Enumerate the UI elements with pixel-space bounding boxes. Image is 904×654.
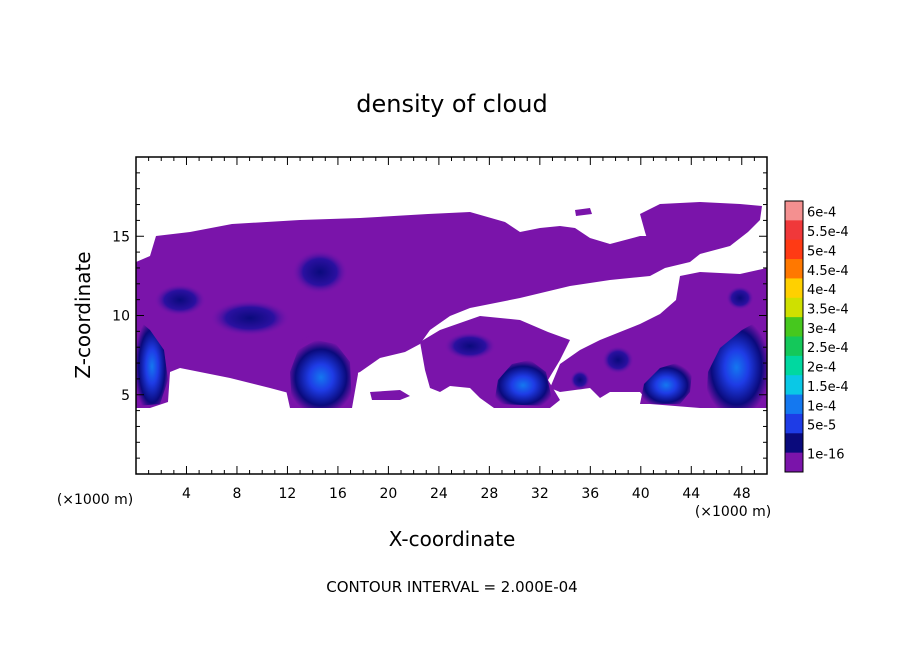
colorbar-label: 4e-4	[807, 283, 836, 298]
dense-blob	[154, 284, 206, 316]
colorbar-swatch	[785, 220, 803, 241]
colorbar-label: 3e-4	[807, 322, 836, 337]
contour-interval-note: CONTOUR INTERVAL = 2.000E-04	[326, 578, 577, 596]
core-x14	[290, 340, 352, 408]
x-tick-label: 36	[581, 486, 599, 502]
colorbar-label: 3.5e-4	[807, 302, 849, 317]
colorbar-swatch	[785, 259, 803, 279]
colorbar: 6e-4 5.5e-4 5e-4 4.5e-4 4e-4 3.5e-4 3e-4 2.5e-4…	[784, 200, 849, 473]
core-x48	[706, 318, 767, 408]
core-x42	[640, 362, 692, 404]
colorbar-swatch	[785, 413, 803, 434]
y-tick-label: 10	[112, 309, 130, 325]
core-x31	[494, 360, 552, 406]
colorbar-swatch	[785, 394, 803, 415]
x-tick-label: 8	[232, 486, 241, 502]
dense-blob	[444, 332, 496, 360]
x-tick-label: 44	[682, 486, 700, 502]
x-tick-label: 24	[430, 486, 448, 502]
core-x0	[136, 318, 168, 406]
colorbar-swatch	[785, 433, 803, 454]
cloud-top-right-speck	[575, 208, 592, 216]
x-unit-right: (×1000 m)	[695, 504, 771, 520]
cloud-main-layer	[136, 212, 700, 408]
colorbar-label: 1.5e-4	[807, 380, 849, 395]
colorbar-swatch	[785, 278, 803, 299]
y-axis-label: Z-coordinate	[71, 251, 95, 378]
x-tick-label: 16	[329, 486, 347, 502]
y-tick-label: 5	[121, 388, 130, 404]
colorbar-swatch	[785, 375, 803, 396]
x-unit-left: (×1000 m)	[57, 492, 133, 508]
colorbar-swatch	[785, 355, 803, 376]
x-axis-ticks: 4 8 12 16 20 24 28 32 36 40 44 48	[148, 157, 755, 502]
x-tick-label: 12	[279, 486, 297, 502]
colorbar-label: 1e-4	[807, 399, 836, 414]
colorbar-swatch	[785, 452, 803, 473]
colorbar-swatch	[785, 239, 803, 260]
colorbar-label: 5e-5	[807, 419, 836, 434]
y-tick-label: 15	[112, 229, 130, 245]
cloud-fragment	[370, 390, 410, 400]
x-tick-label: 40	[632, 486, 650, 502]
x-tick-label: 32	[531, 486, 549, 502]
colorbar-swatch	[785, 201, 803, 221]
x-tick-label: 4	[182, 486, 191, 502]
dense-blob	[570, 370, 590, 390]
colorbar-label: 5.5e-4	[807, 225, 849, 240]
x-tick-label: 20	[379, 486, 397, 502]
y-axis-ticks: 5 10 15	[112, 172, 767, 459]
colorbar-swatch	[785, 297, 803, 318]
colorbar-swatch	[785, 317, 803, 337]
colorbar-label: 4.5e-4	[807, 264, 849, 279]
cloud-field	[136, 202, 767, 408]
dense-blob	[726, 286, 754, 310]
colorbar-label: 1e-16	[807, 448, 845, 463]
chart-title: density of cloud	[356, 90, 547, 118]
colorbar-border	[784, 200, 804, 473]
colorbar-label: 2e-4	[807, 361, 836, 376]
colorbar-label: 2.5e-4	[807, 341, 849, 356]
x-tick-label: 48	[733, 486, 751, 502]
dense-blob	[210, 300, 290, 336]
x-tick-label: 28	[480, 486, 498, 502]
dense-blob	[292, 250, 348, 294]
x-axis-label: X-coordinate	[389, 527, 516, 551]
cloud-right-upper	[640, 202, 762, 262]
dense-blob	[602, 346, 634, 374]
colorbar-label: 6e-4	[807, 206, 836, 221]
colorbar-swatch	[785, 336, 803, 357]
colorbar-label: 5e-4	[807, 244, 836, 259]
